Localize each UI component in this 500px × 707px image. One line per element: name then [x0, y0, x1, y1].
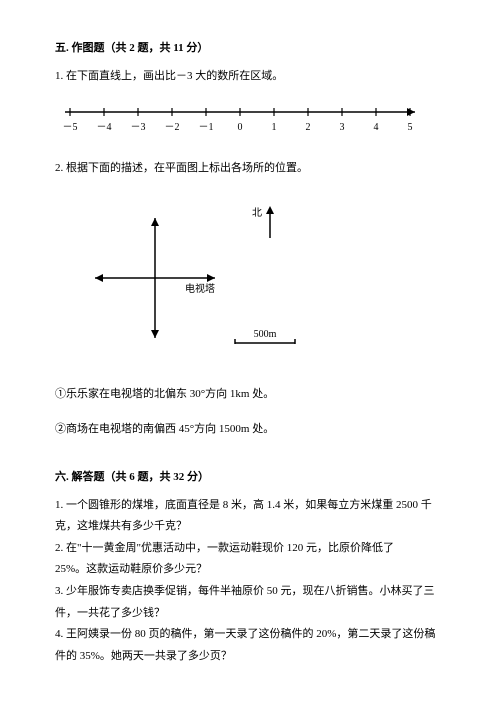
section6-title: 六. 解答题（共 6 题，共 32 分）	[55, 469, 445, 487]
s6-q3a: 3. 少年服饰专卖店换季促销，每件半袖原价 50 元，现在八折销售。小林买了三	[55, 583, 445, 601]
svg-text:500m: 500m	[254, 329, 277, 340]
s5-q2: 2. 根据下面的描述，在平面图上标出各场所的位置。	[55, 160, 445, 178]
svg-text:3: 3	[340, 122, 345, 133]
svg-text:北: 北	[252, 207, 262, 219]
svg-text:－4: －4	[97, 122, 112, 133]
s6-q4b: 件的 35%。她两天一共录了多少页？	[55, 648, 445, 666]
svg-text:1: 1	[272, 122, 277, 133]
s5-sub2: ②商场在电视塔的南偏西 45°方向 1500m 处。	[55, 421, 445, 439]
s6-q1a: 1. 一个圆锥形的煤堆，底面直径是 8 米，高 1.4 米，如果每立方米煤重 2…	[55, 497, 445, 515]
svg-text:5: 5	[408, 122, 413, 133]
svg-text:－2: －2	[165, 122, 180, 133]
s5-q1: 1. 在下面直线上，画出比－3 大的数所在区域。	[55, 68, 445, 86]
s6-q2b: 25%。这款运动鞋原价多少元？	[55, 561, 445, 579]
svg-text:－3: －3	[131, 122, 146, 133]
s6-q4a: 4. 王阿姨录一份 80 页的稿件，第一天录了这份稿件的 20%，第二天录了这份…	[55, 626, 445, 644]
s5-sub1: ①乐乐家在电视塔的北偏东 30°方向 1km 处。	[55, 386, 445, 404]
compass-diagram: 电视塔 北 500m	[55, 188, 445, 368]
svg-text:2: 2	[306, 122, 311, 133]
svg-text:－5: －5	[63, 122, 78, 133]
svg-text:－1: －1	[199, 122, 214, 133]
svg-text:4: 4	[374, 122, 379, 133]
svg-text:电视塔: 电视塔	[185, 282, 215, 295]
section5-title: 五. 作图题（共 2 题，共 11 分）	[55, 40, 445, 58]
s6-q3b: 件，一共花了多少钱？	[55, 605, 445, 623]
numberline: －5 －4 －3 －2 －1 0 1 2 3 4 5	[55, 100, 445, 140]
s6-q1b: 克，这堆煤共有多少千克？	[55, 518, 445, 536]
s6-q2a: 2. 在"十一黄金周"优惠活动中，一款运动鞋现价 120 元，比原价降低了	[55, 540, 445, 558]
svg-text:0: 0	[238, 122, 243, 133]
